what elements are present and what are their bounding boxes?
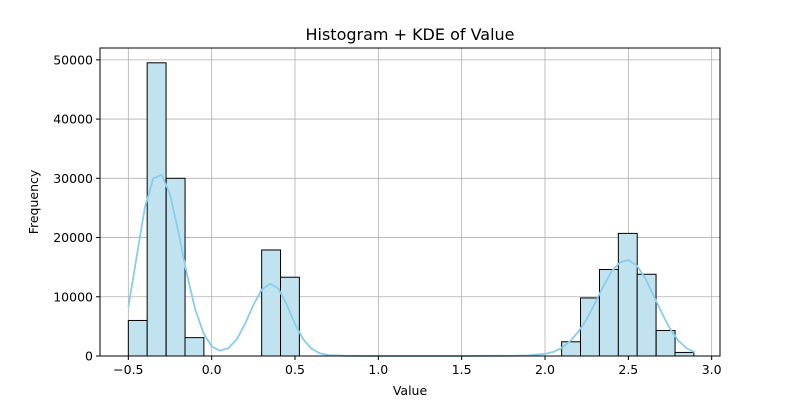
y-tick-label: 40000	[53, 112, 93, 127]
y-axis-ticks: 0 10000 20000 30000 40000 50000	[53, 52, 100, 364]
x-tick-label: 1.5	[452, 362, 472, 377]
x-tick-label: 2.0	[535, 362, 555, 377]
y-tick-label: 30000	[53, 171, 93, 186]
x-tick-label: 2.5	[618, 362, 638, 377]
histogram-bars	[127, 62, 695, 357]
histogram-bar	[655, 330, 676, 357]
x-tick-label: 3.0	[702, 362, 722, 377]
x-tick-label: −0.5	[113, 362, 143, 377]
histogram-bar	[599, 269, 619, 357]
y-tick-label: 20000	[53, 230, 93, 245]
x-tick-label: 0.5	[285, 362, 305, 377]
histogram-bar	[127, 319, 148, 357]
histogram-bar	[165, 177, 186, 357]
histogram-bar	[280, 276, 300, 357]
histogram-bar	[580, 297, 600, 357]
x-tick-label: 0.0	[202, 362, 222, 377]
histogram-bar	[617, 232, 638, 357]
x-axis-label: Value	[393, 383, 428, 398]
plot-frame	[99, 47, 721, 357]
histogram-bar	[636, 273, 657, 357]
histogram-bar	[561, 341, 582, 357]
x-tick-label: 1.0	[368, 362, 388, 377]
y-axis-label: Frequency	[26, 169, 41, 234]
x-axis-ticks: −0.5 0.0 0.5 1.0 1.5 2.0 2.5 3.0	[113, 356, 722, 377]
histogram-bar	[674, 351, 695, 357]
y-tick-label: 50000	[53, 52, 93, 67]
y-tick-label: 0	[85, 349, 93, 364]
y-tick-label: 10000	[53, 289, 93, 304]
histogram-bar	[146, 62, 167, 357]
chart-title: Histogram + KDE of Value	[305, 25, 514, 44]
histogram-bar	[261, 249, 282, 357]
histogram-bar	[184, 337, 205, 357]
